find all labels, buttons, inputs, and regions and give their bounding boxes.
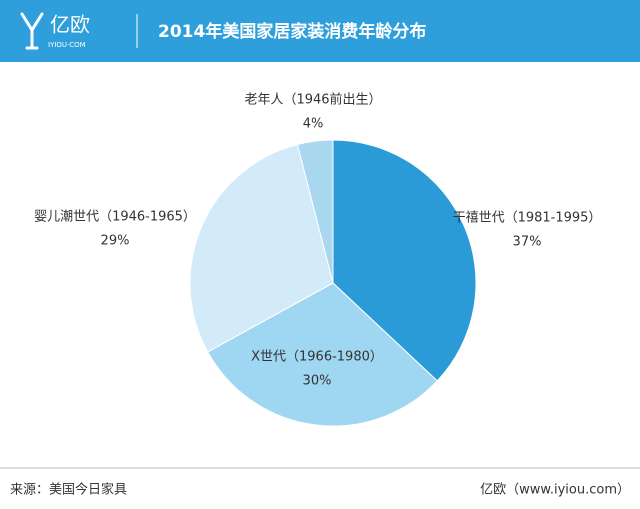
- slice-value-label: 37%: [513, 235, 542, 250]
- pie: [189, 139, 477, 427]
- slice-label: X世代（1966-1980）: [251, 350, 383, 365]
- slice-value-label: 29%: [101, 234, 130, 249]
- pie-slice: [332, 139, 477, 382]
- header-band: [0, 0, 640, 62]
- chart-title: 2014年美国家居家装消费年龄分布: [158, 21, 426, 42]
- slice-value-label: 30%: [303, 374, 332, 389]
- pie-slice: [189, 143, 334, 353]
- pie-slice: [296, 139, 334, 284]
- logo-subtext: IYIOU·COM: [48, 41, 86, 49]
- pie-slice: [207, 282, 438, 427]
- slice-label: 婴儿潮世代（1946-1965）: [34, 210, 196, 225]
- logo-text: 亿欧: [50, 13, 90, 37]
- credit: 亿欧（www.iyiou.com）: [480, 483, 630, 498]
- slice-label: 老年人（1946前出生）: [244, 92, 381, 108]
- slice-value-label: 4%: [303, 117, 324, 132]
- slice-label: 干禧世代（1981-1995）: [453, 211, 602, 226]
- logo-icon: [20, 12, 44, 50]
- source: 来源：美国今日家具: [10, 482, 127, 498]
